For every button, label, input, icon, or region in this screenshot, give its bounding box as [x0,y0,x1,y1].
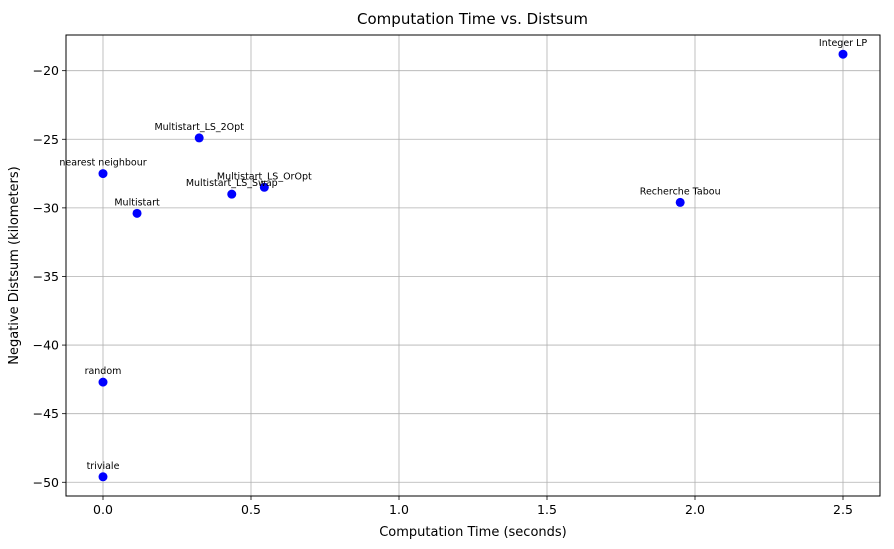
data-point [675,197,685,207]
x-tick-label: 1.0 [389,502,409,517]
data-point [98,472,108,482]
point-label: Multistart_LS_Swap [186,178,278,189]
data-point [227,189,237,199]
x-tick-label: 0.0 [93,502,113,517]
point-label: Recherche Tabou [640,186,721,197]
point-label: nearest neighbour [59,158,146,169]
data-points [98,49,848,482]
data-point [194,133,204,143]
x-axis-ticks: 0.0 0.5 1.0 1.5 2.0 2.5 [93,496,853,517]
x-tick-label: 0.5 [241,502,261,517]
data-point [98,169,108,179]
y-axis-label: Negative Distsum (kilometers) [7,166,22,365]
point-label: triviale [87,461,120,472]
y-tick-label: −30 [33,200,59,215]
plot-area-frame [65,34,881,497]
point-label: Multistart_LS_OrOpt [217,171,312,182]
data-point [838,49,848,59]
grid [66,35,880,496]
x-tick-label: 2.5 [833,502,853,517]
x-tick-label: 1.5 [537,502,557,517]
y-tick-label: −20 [33,63,59,78]
point-label: random [85,366,122,377]
y-tick-label: −25 [33,132,59,147]
data-point [259,182,269,192]
y-tick-label: −40 [33,338,59,353]
y-tick-label: −45 [33,406,59,421]
y-tick-label: −50 [33,475,59,490]
data-point [98,377,108,387]
x-axis-label: Computation Time (seconds) [379,525,567,540]
y-axis-ticks: −50 −45 −40 −35 −30 −25 −20 [33,63,66,490]
data-point [132,208,142,218]
point-label: Integer LP [819,38,867,49]
chart-title: Computation Time vs. Distsum [357,10,588,28]
point-labels: triviale random nearest neighbour Multistar… [59,38,867,472]
point-label: Multistart_LS_2Opt [154,122,244,133]
point-label: Multistart [114,197,160,208]
y-tick-label: −35 [33,269,59,284]
x-tick-label: 2.0 [685,502,705,517]
